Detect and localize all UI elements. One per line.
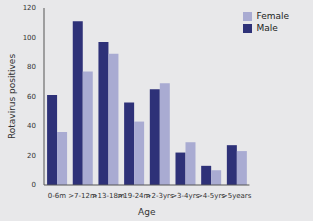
svg-text:40: 40 bbox=[27, 122, 36, 130]
svg-text:>5years: >5years bbox=[222, 192, 252, 200]
svg-text:0-6m: 0-6m bbox=[48, 192, 66, 200]
svg-text:80: 80 bbox=[27, 63, 36, 71]
svg-text:>4-5yrs: >4-5yrs bbox=[196, 192, 225, 200]
svg-text:>3-4yrs: >3-4yrs bbox=[171, 192, 199, 200]
svg-text:>2-3yrs: >2-3yrs bbox=[146, 192, 174, 200]
svg-text:120: 120 bbox=[23, 4, 36, 12]
svg-text:>7-12m: >7-12m bbox=[68, 192, 97, 200]
svg-text:>19-24m: >19-24m bbox=[117, 192, 151, 200]
svg-text:100: 100 bbox=[23, 34, 36, 42]
svg-text:Rotavirus positives: Rotavirus positives bbox=[8, 54, 17, 139]
html-text:Female: Female bbox=[256, 11, 289, 21]
svg-text:>13-18m: >13-18m bbox=[91, 192, 125, 200]
svg-text:0: 0 bbox=[32, 181, 36, 189]
svg-text:20: 20 bbox=[27, 152, 36, 160]
svg-text:60: 60 bbox=[27, 93, 36, 101]
html-text:Male: Male bbox=[256, 23, 278, 33]
svg-text:Age: Age bbox=[138, 207, 156, 217]
